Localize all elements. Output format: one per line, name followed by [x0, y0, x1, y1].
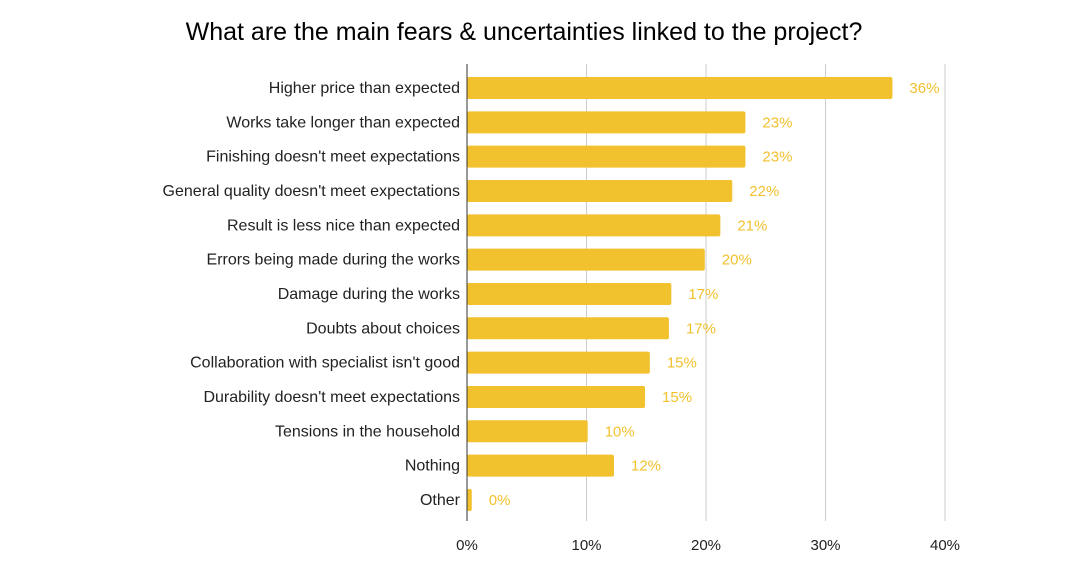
bars: 36%23%23%22%21%20%17%17%15%15%10%12%0% [467, 77, 939, 511]
category-label: Errors being made during the works [207, 252, 460, 269]
data-label: 23% [762, 114, 792, 131]
data-label: 12% [631, 458, 661, 475]
bar [467, 317, 669, 340]
data-label: 20% [722, 252, 752, 269]
bar [467, 420, 588, 443]
data-label: 0% [489, 492, 511, 509]
bar [467, 77, 893, 99]
category-label: Collaboration with specialist isn't good [190, 355, 460, 372]
bar [467, 351, 650, 374]
category-label: Other [420, 492, 461, 509]
bar [467, 385, 646, 408]
data-label: 15% [667, 355, 697, 372]
bar [467, 488, 472, 511]
bar [467, 179, 733, 202]
x-tick-label: 40% [930, 537, 960, 554]
data-label: 17% [686, 320, 716, 337]
axes: 0% 10% 20% 30% 40% Higher price than expected… [163, 64, 960, 554]
category-label: Damage during the works [278, 286, 460, 303]
bar [467, 454, 614, 477]
category-label: Result is less nice than expected [227, 217, 460, 234]
chart-title: What are the main fears & uncertainties … [186, 18, 863, 46]
category-label: General quality doesn't meet expectation… [163, 183, 460, 200]
data-label: 15% [662, 389, 692, 406]
x-tick-label: 10% [571, 537, 601, 554]
category-label: Finishing doesn't meet expectations [206, 149, 460, 166]
bar [467, 248, 705, 271]
x-tick-label: 0% [456, 537, 478, 554]
data-label: 22% [749, 183, 779, 200]
bar [467, 282, 672, 305]
category-label: Doubts about choices [306, 320, 460, 337]
category-label: Higher price than expected [269, 80, 460, 97]
data-label: 10% [605, 423, 635, 440]
bar [467, 214, 721, 237]
x-tick-label: 20% [691, 537, 721, 554]
category-label: Works take longer than expected [226, 114, 460, 131]
x-tick-label: 30% [810, 537, 840, 554]
category-label: Tensions in the household [275, 423, 460, 440]
data-label: 21% [737, 217, 767, 234]
category-label: Durability doesn't meet expectations [203, 389, 460, 406]
bar [467, 111, 746, 134]
bar [467, 145, 746, 168]
data-label: 17% [688, 286, 718, 303]
data-label: 36% [909, 80, 939, 97]
data-label: 23% [762, 149, 792, 166]
category-label: Nothing [405, 458, 460, 475]
